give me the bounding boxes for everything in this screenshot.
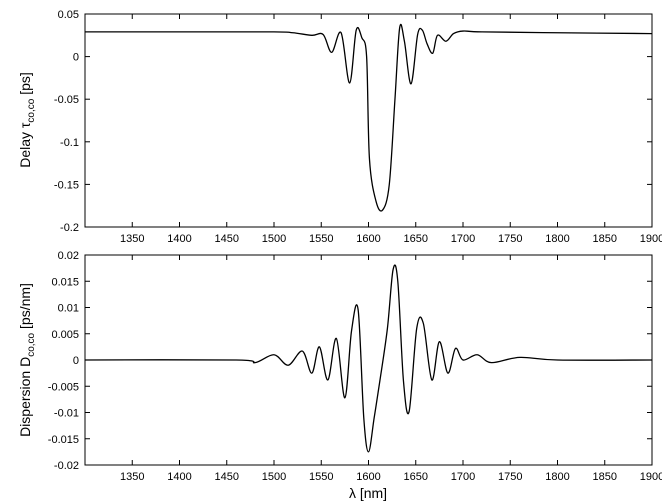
delay-curve bbox=[85, 23, 653, 212]
delay-x-tick-label: 1400 bbox=[167, 233, 191, 245]
dispersion-x-tick-label: 1400 bbox=[167, 471, 191, 483]
delay-y-axis-label: Delay τco,co [ps] bbox=[17, 72, 37, 168]
delay-x-tick-label: 1850 bbox=[593, 233, 617, 245]
dispersion-x-tick-label: 1350 bbox=[120, 471, 144, 483]
delay-y-tick-label: -0.15 bbox=[54, 179, 79, 191]
dispersion-x-tick-label: 1900 bbox=[640, 471, 662, 483]
delay-x-tick-label: 1350 bbox=[120, 233, 144, 245]
dispersion-x-tick-label: 1650 bbox=[404, 471, 428, 483]
dispersion-x-tick-label: 1500 bbox=[262, 471, 286, 483]
delay-x-ticks: 1350 1400 1450 1500 1550 1600 1650 1700 1750 1800… bbox=[120, 14, 662, 245]
dispersion-y-tick-label: -0.005 bbox=[48, 381, 79, 393]
delay-x-tick-label: 1900 bbox=[640, 233, 662, 245]
delay-x-tick-label: 1700 bbox=[451, 233, 475, 245]
dispersion-y-tick-label: -0.01 bbox=[54, 408, 79, 420]
dispersion-x-tick-label: 1600 bbox=[356, 471, 380, 483]
delay-x-tick-label: 1800 bbox=[545, 233, 569, 245]
dispersion-x-ticks: 1350 1400 1450 1500 1550 1600 1650 1700 1750 1800… bbox=[120, 255, 662, 483]
dispersion-x-tick-label: 1450 bbox=[215, 471, 239, 483]
dispersion-y-ticks: -0.02 -0.015 -0.01 -0.005 0 0.005 0.01 0.015 0.0… bbox=[48, 250, 652, 472]
x-axis-label: λ [nm] bbox=[349, 485, 387, 501]
dispersion-y-tick-label: 0.015 bbox=[51, 276, 79, 288]
delay-y-tick-label: -0.2 bbox=[60, 222, 79, 234]
dispersion-y-tick-label: 0.005 bbox=[51, 329, 79, 341]
delay-x-tick-label: 1450 bbox=[215, 233, 239, 245]
delay-x-tick-label: 1750 bbox=[498, 233, 522, 245]
delay-x-tick-label: 1550 bbox=[309, 233, 333, 245]
dispersion-y-tick-label: -0.02 bbox=[54, 460, 79, 472]
delay-y-ticks: -0.2 -0.15 -0.1 -0.05 0 0.05 bbox=[54, 9, 652, 234]
delay-y-tick-label: -0.1 bbox=[60, 137, 79, 149]
delay-x-tick-label: 1500 bbox=[262, 233, 286, 245]
dispersion-x-tick-label: 1700 bbox=[451, 471, 475, 483]
dispersion-y-tick-label: 0.02 bbox=[58, 250, 79, 262]
dispersion-y-tick-label: 0 bbox=[73, 355, 79, 367]
delay-y-tick-label: 0 bbox=[73, 52, 79, 64]
dispersion-x-tick-label: 1850 bbox=[593, 471, 617, 483]
dispersion-y-tick-label: -0.015 bbox=[48, 434, 79, 446]
delay-x-tick-label: 1600 bbox=[356, 233, 380, 245]
delay-panel: 1350 1400 1450 1500 1550 1600 1650 1700 1750 1800… bbox=[17, 9, 662, 245]
dispersion-x-tick-label: 1750 bbox=[498, 471, 522, 483]
dispersion-y-tick-label: 0.01 bbox=[58, 303, 79, 315]
delay-y-tick-label: -0.05 bbox=[54, 94, 79, 106]
delay-y-tick-label: 0.05 bbox=[58, 9, 79, 21]
dispersion-y-axis-label: Dispersion Dco,co [ps/nm] bbox=[17, 283, 37, 437]
dispersion-curve bbox=[84, 264, 653, 453]
delay-x-tick-label: 1650 bbox=[404, 233, 428, 245]
dispersion-x-tick-label: 1550 bbox=[309, 471, 333, 483]
dispersion-x-tick-label: 1800 bbox=[545, 471, 569, 483]
dispersion-panel: 1350 1400 1450 1500 1550 1600 1650 1700 1750 1800… bbox=[17, 250, 662, 501]
